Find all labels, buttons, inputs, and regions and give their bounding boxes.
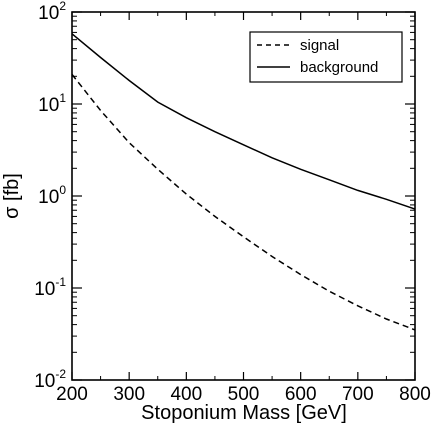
legend-label-signal: signal	[300, 37, 339, 54]
x-axis-title: Stoponium Mass [GeV]	[141, 402, 347, 424]
y-axis-title: σ [fb]	[1, 173, 23, 219]
series-layer	[71, 33, 416, 331]
x-tick-label-700: 700	[342, 384, 374, 405]
y-axis: 10-2 10-1 100 101 102	[34, 0, 415, 392]
series-line-background	[71, 33, 416, 210]
legend-box	[249, 31, 403, 83]
legend-label-background: background	[300, 59, 378, 76]
y-tick-label-0: 10-2	[34, 367, 66, 392]
y-tick-label-2: 100	[38, 183, 66, 208]
x-tick-label-300: 300	[113, 384, 145, 405]
series-line-signal	[71, 73, 416, 331]
x-axis: 200 300 400 500 600 700 800	[56, 12, 431, 405]
x-tick-label-600: 600	[285, 384, 317, 405]
y-tick-label-3: 101	[38, 91, 66, 116]
y-tick-label-1: 10-1	[34, 275, 66, 300]
x-tick-label-800: 800	[399, 384, 431, 405]
x-tick-label-500: 500	[228, 384, 260, 405]
legend: signal background	[249, 31, 403, 83]
x-tick-label-200: 200	[56, 384, 88, 405]
y-tick-label-4: 102	[38, 0, 66, 24]
x-tick-label-400: 400	[170, 384, 202, 405]
